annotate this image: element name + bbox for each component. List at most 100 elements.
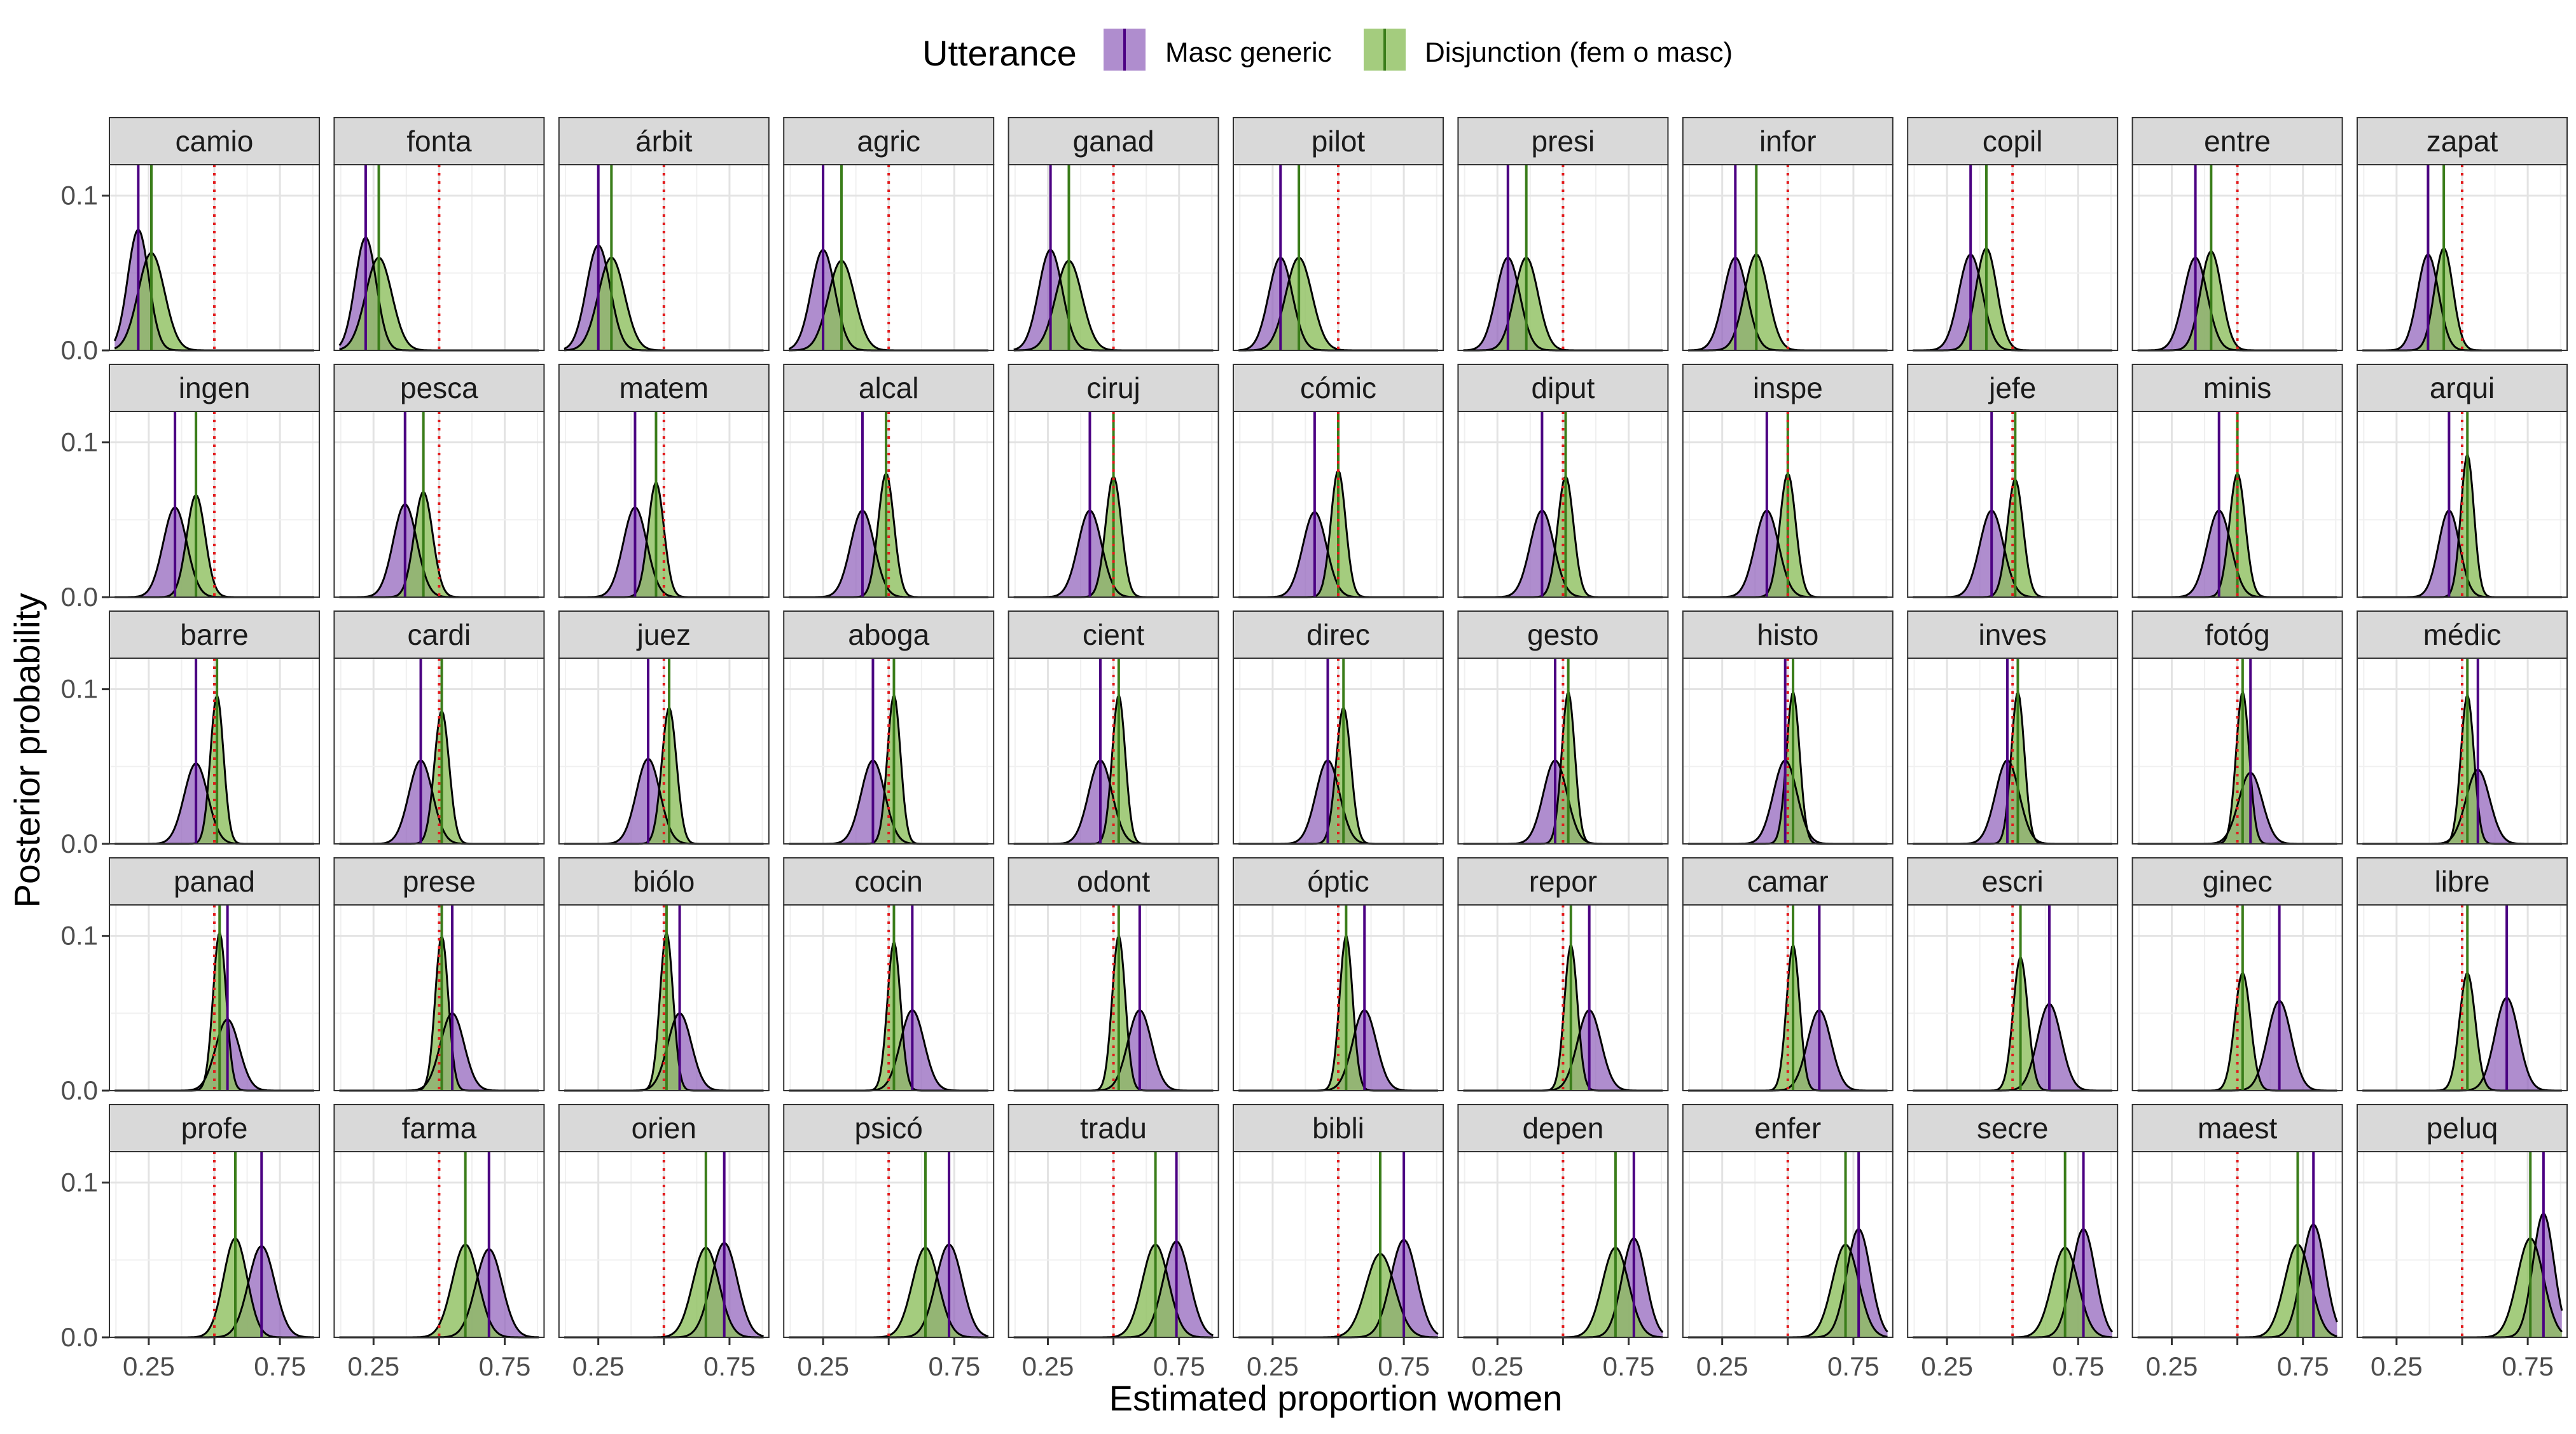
legend-title: Utterance	[922, 33, 1077, 73]
density-area-disjunction	[1463, 946, 1663, 1091]
facet-label: enfer	[1754, 1112, 1821, 1145]
facet-label: óptic	[1307, 865, 1369, 898]
facet-label: escri	[1982, 865, 2044, 898]
facet-panel-odont: odont	[1008, 857, 1219, 1092]
facet-strip	[109, 610, 320, 659]
facet-panel-pilot: pilot	[1233, 117, 1444, 352]
x-tick-label: 0.25	[797, 1351, 849, 1381]
facet-panel-profe: profe 0.25 0.75 0.0 0.1	[61, 1104, 320, 1381]
panel-border	[558, 164, 770, 351]
panel-border	[2357, 164, 2568, 351]
density-area-masc-generic	[1913, 254, 2112, 350]
panel-border	[333, 411, 545, 598]
facet-panel-inspe: inspe	[1682, 364, 1894, 598]
panel-border	[1457, 411, 1669, 598]
x-tick-label: 0.75	[1153, 1351, 1205, 1381]
facet-label: árbit	[635, 125, 693, 158]
facet-label: zapat	[2427, 125, 2498, 158]
facet-strip	[333, 117, 545, 165]
x-tick-label: 0.75	[2052, 1351, 2104, 1381]
facet-panel-infor: infor	[1682, 117, 1894, 352]
facet-label: gesto	[1527, 618, 1599, 651]
density-area-disjunction	[789, 260, 988, 350]
facet-strip	[333, 364, 545, 412]
density-area-disjunction	[1688, 693, 1888, 844]
density-area-masc-generic	[114, 507, 314, 597]
facet-strip	[783, 364, 995, 412]
x-tick-label: 0.75	[2502, 1351, 2554, 1381]
facet-label: cocin	[855, 865, 923, 898]
facet-panel-alcal: alcal	[783, 364, 995, 598]
x-tick-label: 0.75	[703, 1351, 756, 1381]
facet-panel-árbit: árbit	[558, 117, 770, 352]
density-area-disjunction	[114, 933, 314, 1091]
facet-strip	[333, 1104, 545, 1152]
facet-strip	[109, 117, 320, 165]
facet-label: inves	[1979, 618, 2047, 651]
facet-strip	[1233, 857, 1444, 906]
density-area-disjunction	[1238, 1253, 1438, 1337]
facet-strip	[2131, 1104, 2343, 1152]
x-tick-label: 0.75	[254, 1351, 306, 1381]
x-tick-label: 0.25	[1921, 1351, 1973, 1381]
x-tick-label: 0.75	[928, 1351, 980, 1381]
y-tick-label: 0.0	[61, 1322, 98, 1352]
density-area-disjunction	[339, 710, 539, 844]
x-tick-label: 0.25	[1022, 1351, 1074, 1381]
facet-label: peluq	[2427, 1112, 2498, 1145]
panel-border	[333, 164, 545, 351]
facet-strip	[109, 857, 320, 906]
facet-panel-peluq: peluq 0.25 0.75	[2357, 1104, 2568, 1381]
density-area-disjunction	[789, 1247, 988, 1337]
facet-panel-aboga: aboga	[783, 610, 995, 845]
facet-label: médic	[2423, 618, 2502, 651]
panel-border	[1682, 904, 1894, 1091]
facet-label: psicó	[855, 1112, 923, 1145]
facet-strip	[1457, 364, 1669, 412]
panel-border	[2131, 904, 2343, 1091]
facet-panel-presi: presi	[1457, 117, 1669, 352]
panel-border	[1233, 904, 1444, 1091]
facet-label: minis	[2203, 371, 2271, 404]
x-tick-label: 0.75	[1827, 1351, 1880, 1381]
facet-strip	[2357, 1104, 2568, 1152]
facet-label: orien	[632, 1112, 696, 1145]
facet-label: ingen	[179, 371, 251, 404]
panel-border	[1457, 658, 1669, 845]
panel-border	[558, 658, 770, 845]
panel-border	[2357, 904, 2568, 1091]
facet-strip	[783, 610, 995, 659]
facet-panel-ingen: ingen 0.0 0.1	[61, 364, 320, 612]
facet-label: pilot	[1312, 125, 1366, 158]
panel-border	[1907, 658, 2119, 845]
facet-strip	[2131, 857, 2343, 906]
panel-border	[783, 904, 995, 1091]
y-axis-title: Posterior probability	[7, 593, 47, 908]
y-tick-label: 0.0	[61, 829, 98, 858]
facet-panel-óptic: óptic	[1233, 857, 1444, 1092]
facet-strip	[109, 364, 320, 412]
facet-panel-enfer: enfer 0.25 0.75	[1682, 1104, 1894, 1381]
facet-panel-matem: matem	[558, 364, 770, 598]
density-area-disjunction	[564, 932, 764, 1091]
panel-border	[783, 658, 995, 845]
x-tick-label: 0.25	[2371, 1351, 2423, 1381]
x-tick-label: 0.25	[347, 1351, 399, 1381]
facet-label: fotóg	[2205, 618, 2269, 651]
legend-label-disjunction: Disjunction (fem o masc)	[1425, 37, 1733, 68]
facet-panels: camio 0.0 0.1 fonta árbit agric ganad pilot pres…	[61, 117, 2568, 1381]
facet-panel-libre: libre	[2357, 857, 2568, 1092]
panel-border	[558, 411, 770, 598]
x-tick-label: 0.75	[1603, 1351, 1655, 1381]
facet-panel-escri: escri	[1907, 857, 2119, 1092]
facet-panel-biólo: biólo	[558, 857, 770, 1092]
density-area-disjunction	[1013, 1244, 1214, 1337]
facet-panel-maest: maest 0.25 0.75	[2131, 1104, 2343, 1381]
facet-panel-pesca: pesca	[333, 364, 545, 598]
panel-border	[109, 904, 320, 1091]
density-area-disjunction	[2137, 693, 2337, 844]
facet-label: profe	[181, 1112, 248, 1145]
facet-label: diput	[1532, 371, 1595, 404]
facet-panel-barre: barre 0.0 0.1	[61, 610, 320, 858]
